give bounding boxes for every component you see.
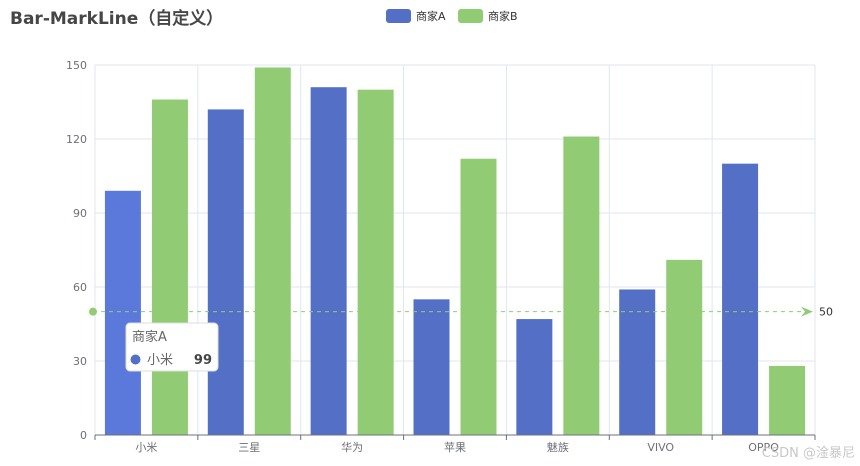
bar <box>769 365 806 435</box>
y-tick-label: 120 <box>66 133 87 146</box>
tooltip-box <box>125 322 219 372</box>
x-tick-label: 苹果 <box>444 440 466 454</box>
y-tick-label: 60 <box>73 281 87 294</box>
y-tick-label: 90 <box>73 207 87 220</box>
bar <box>310 87 347 435</box>
bar <box>207 109 244 436</box>
y-tick-label: 30 <box>73 355 87 368</box>
bar <box>722 163 759 435</box>
bar <box>151 99 188 436</box>
y-tick-label: 0 <box>80 429 87 442</box>
bar <box>460 158 497 435</box>
y-tick-label: 150 <box>66 59 87 72</box>
legend-swatch <box>386 9 411 23</box>
tooltip-category: 小米 <box>147 353 173 368</box>
x-axis: 小米 三星 华为 苹果 魅族 VIVO OPPO <box>94 434 816 454</box>
bars <box>104 67 806 436</box>
bar <box>357 89 394 436</box>
tooltip-marker <box>130 354 141 365</box>
bar <box>516 319 553 435</box>
x-tick-label: VIVO <box>647 441 674 454</box>
markline: 50 <box>89 306 833 319</box>
x-tick-label: 三星 <box>238 441 260 454</box>
watermark: CSDN @淦暴尼 <box>762 445 855 461</box>
x-tick-label: 华为 <box>341 440 363 454</box>
x-tick-label: 小米 <box>135 441 157 454</box>
bar <box>413 299 450 435</box>
legend: 商家A 商家B <box>386 9 518 23</box>
legend-swatch <box>458 9 483 23</box>
legend-label: 商家B <box>488 9 518 23</box>
bar <box>254 67 291 435</box>
bar <box>104 190 141 435</box>
bar <box>666 259 703 435</box>
grid-lines <box>94 64 816 435</box>
markline-start-symbol <box>89 307 97 316</box>
tooltip-series-name: 商家A <box>132 329 167 345</box>
tooltip-value: 99 <box>194 353 212 368</box>
bar <box>619 289 656 435</box>
bar <box>563 136 600 436</box>
markline-end-arrow <box>801 306 813 317</box>
x-tick-label: 魅族 <box>547 440 569 454</box>
chart-title: Bar-MarkLine（自定义） <box>10 8 223 29</box>
legend-label: 商家A <box>416 9 446 23</box>
x-tick-label: OPPO <box>748 441 779 454</box>
tooltip: 商家A 小米 99 <box>125 322 219 372</box>
markline-label: 50 <box>819 306 833 319</box>
y-axis: 0 30 60 90 120 150 <box>66 59 87 442</box>
